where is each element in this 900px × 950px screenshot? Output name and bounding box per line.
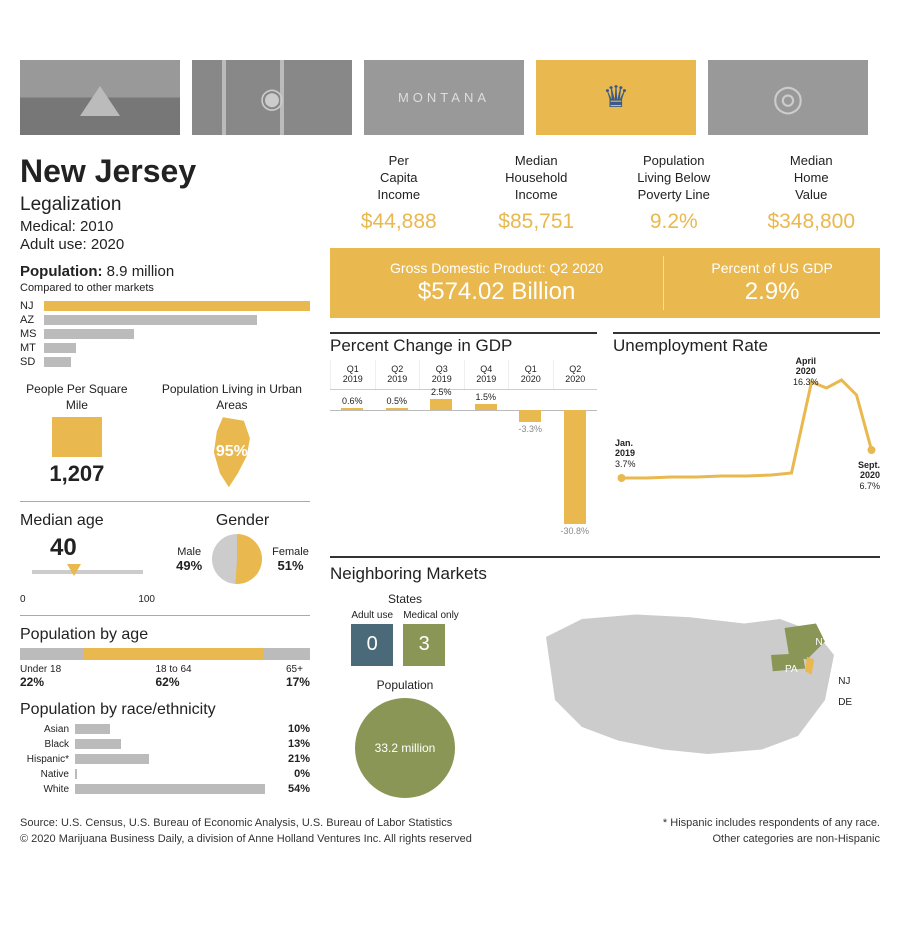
population-compare-chart: NJAZMSMTSD bbox=[20, 300, 310, 368]
median-age-label: Median age bbox=[20, 512, 155, 530]
gdp-right-label: Percent of US GDP bbox=[674, 260, 870, 276]
footer: Source: U.S. Census, U.S. Bureau of Econ… bbox=[20, 816, 880, 847]
population-value: 8.9 million bbox=[107, 263, 175, 280]
flag-ms bbox=[192, 60, 352, 135]
unemployment-line bbox=[613, 360, 880, 500]
age-scale-max: 100 bbox=[138, 594, 155, 605]
gdp-change-chart: Percent Change in GDP Q12019Q22019Q32019… bbox=[330, 332, 597, 540]
legalization-label: Legalization bbox=[20, 194, 310, 216]
flag-sd bbox=[708, 60, 868, 135]
neighbor-pop-circle: 33.2 million bbox=[355, 698, 455, 798]
us-map: NYPANJDE bbox=[500, 592, 880, 798]
density-label: People Per Square Mile bbox=[20, 382, 134, 413]
gender-pie-chart bbox=[212, 534, 262, 584]
neighbor-medical-label: Medical only bbox=[403, 610, 459, 621]
neighbor-medical-count: 3 bbox=[403, 624, 445, 666]
gdp-banner: Gross Domestic Product: Q2 2020 $574.02 … bbox=[330, 248, 880, 318]
urban-box: Population Living in Urban Areas 95% bbox=[154, 382, 310, 487]
compared-label: Compared to other markets bbox=[20, 282, 310, 294]
footer-note2: Other categories are non-Hispanic bbox=[663, 832, 880, 847]
footer-copyright: © 2020 Marijuana Business Daily, a divis… bbox=[20, 832, 472, 847]
density-icon bbox=[52, 417, 102, 457]
unemployment-chart: Unemployment Rate Jan.20193.7%April20201… bbox=[613, 332, 880, 540]
age-scale bbox=[20, 564, 155, 580]
race-chart: Asian10%Black13%Hispanic*21%Native0%Whit… bbox=[20, 723, 310, 795]
median-age-value: 40 bbox=[50, 534, 155, 562]
gdp-left-label: Gross Domestic Product: Q2 2020 bbox=[340, 260, 653, 276]
urban-value: 95% bbox=[216, 443, 248, 461]
stats-row: PerCapitaIncome$44,888MedianHouseholdInc… bbox=[330, 153, 880, 234]
gdp-left-value: $574.02 Billion bbox=[340, 278, 653, 306]
nj-shape-icon: 95% bbox=[202, 417, 262, 487]
gdp-change-title: Percent Change in GDP bbox=[330, 332, 597, 356]
neighbor-adult-count: 0 bbox=[351, 624, 393, 666]
neighbor-adult-label: Adult use bbox=[351, 610, 393, 621]
unemployment-title: Unemployment Rate bbox=[613, 332, 880, 356]
neighbor-title: Neighboring Markets bbox=[330, 564, 880, 584]
footer-source: Source: U.S. Census, U.S. Bureau of Econ… bbox=[20, 816, 472, 831]
pop-by-age-chart bbox=[20, 648, 310, 660]
legalization-medical: Medical: 2010 bbox=[20, 218, 310, 235]
density-value: 1,207 bbox=[20, 461, 134, 487]
state-title: New Jersey bbox=[20, 153, 310, 190]
age-scale-min: 0 bbox=[20, 594, 26, 605]
flag-mt: MONTANA bbox=[364, 60, 524, 135]
population-label: Population: bbox=[20, 263, 103, 280]
population-line: Population: 8.9 million bbox=[20, 263, 310, 280]
neighbor-states-label: States bbox=[330, 592, 480, 606]
race-label: Population by race/ethnicity bbox=[20, 701, 310, 719]
gender-male: Male 49% bbox=[176, 546, 202, 573]
flag-nj bbox=[536, 60, 696, 135]
urban-label: Population Living in Urban Areas bbox=[154, 382, 310, 413]
gender-female: Female 51% bbox=[272, 546, 309, 573]
footer-note1: * Hispanic includes respondents of any r… bbox=[663, 816, 880, 831]
gdp-right-value: 2.9% bbox=[674, 278, 870, 306]
state-flags-row: MONTANA bbox=[20, 60, 880, 135]
density-box: People Per Square Mile 1,207 bbox=[20, 382, 134, 487]
pop-by-age-labels: Under 1822%18 to 6462%65+17% bbox=[20, 664, 310, 689]
flag-az bbox=[20, 60, 180, 135]
gender-label: Gender bbox=[175, 512, 310, 530]
legalization-adult: Adult use: 2020 bbox=[20, 236, 310, 253]
neighboring-markets: Neighboring Markets States Adult use 0 M… bbox=[330, 556, 880, 798]
neighbor-pop-label: Population bbox=[330, 678, 480, 692]
pop-by-age-label: Population by age bbox=[20, 626, 310, 644]
